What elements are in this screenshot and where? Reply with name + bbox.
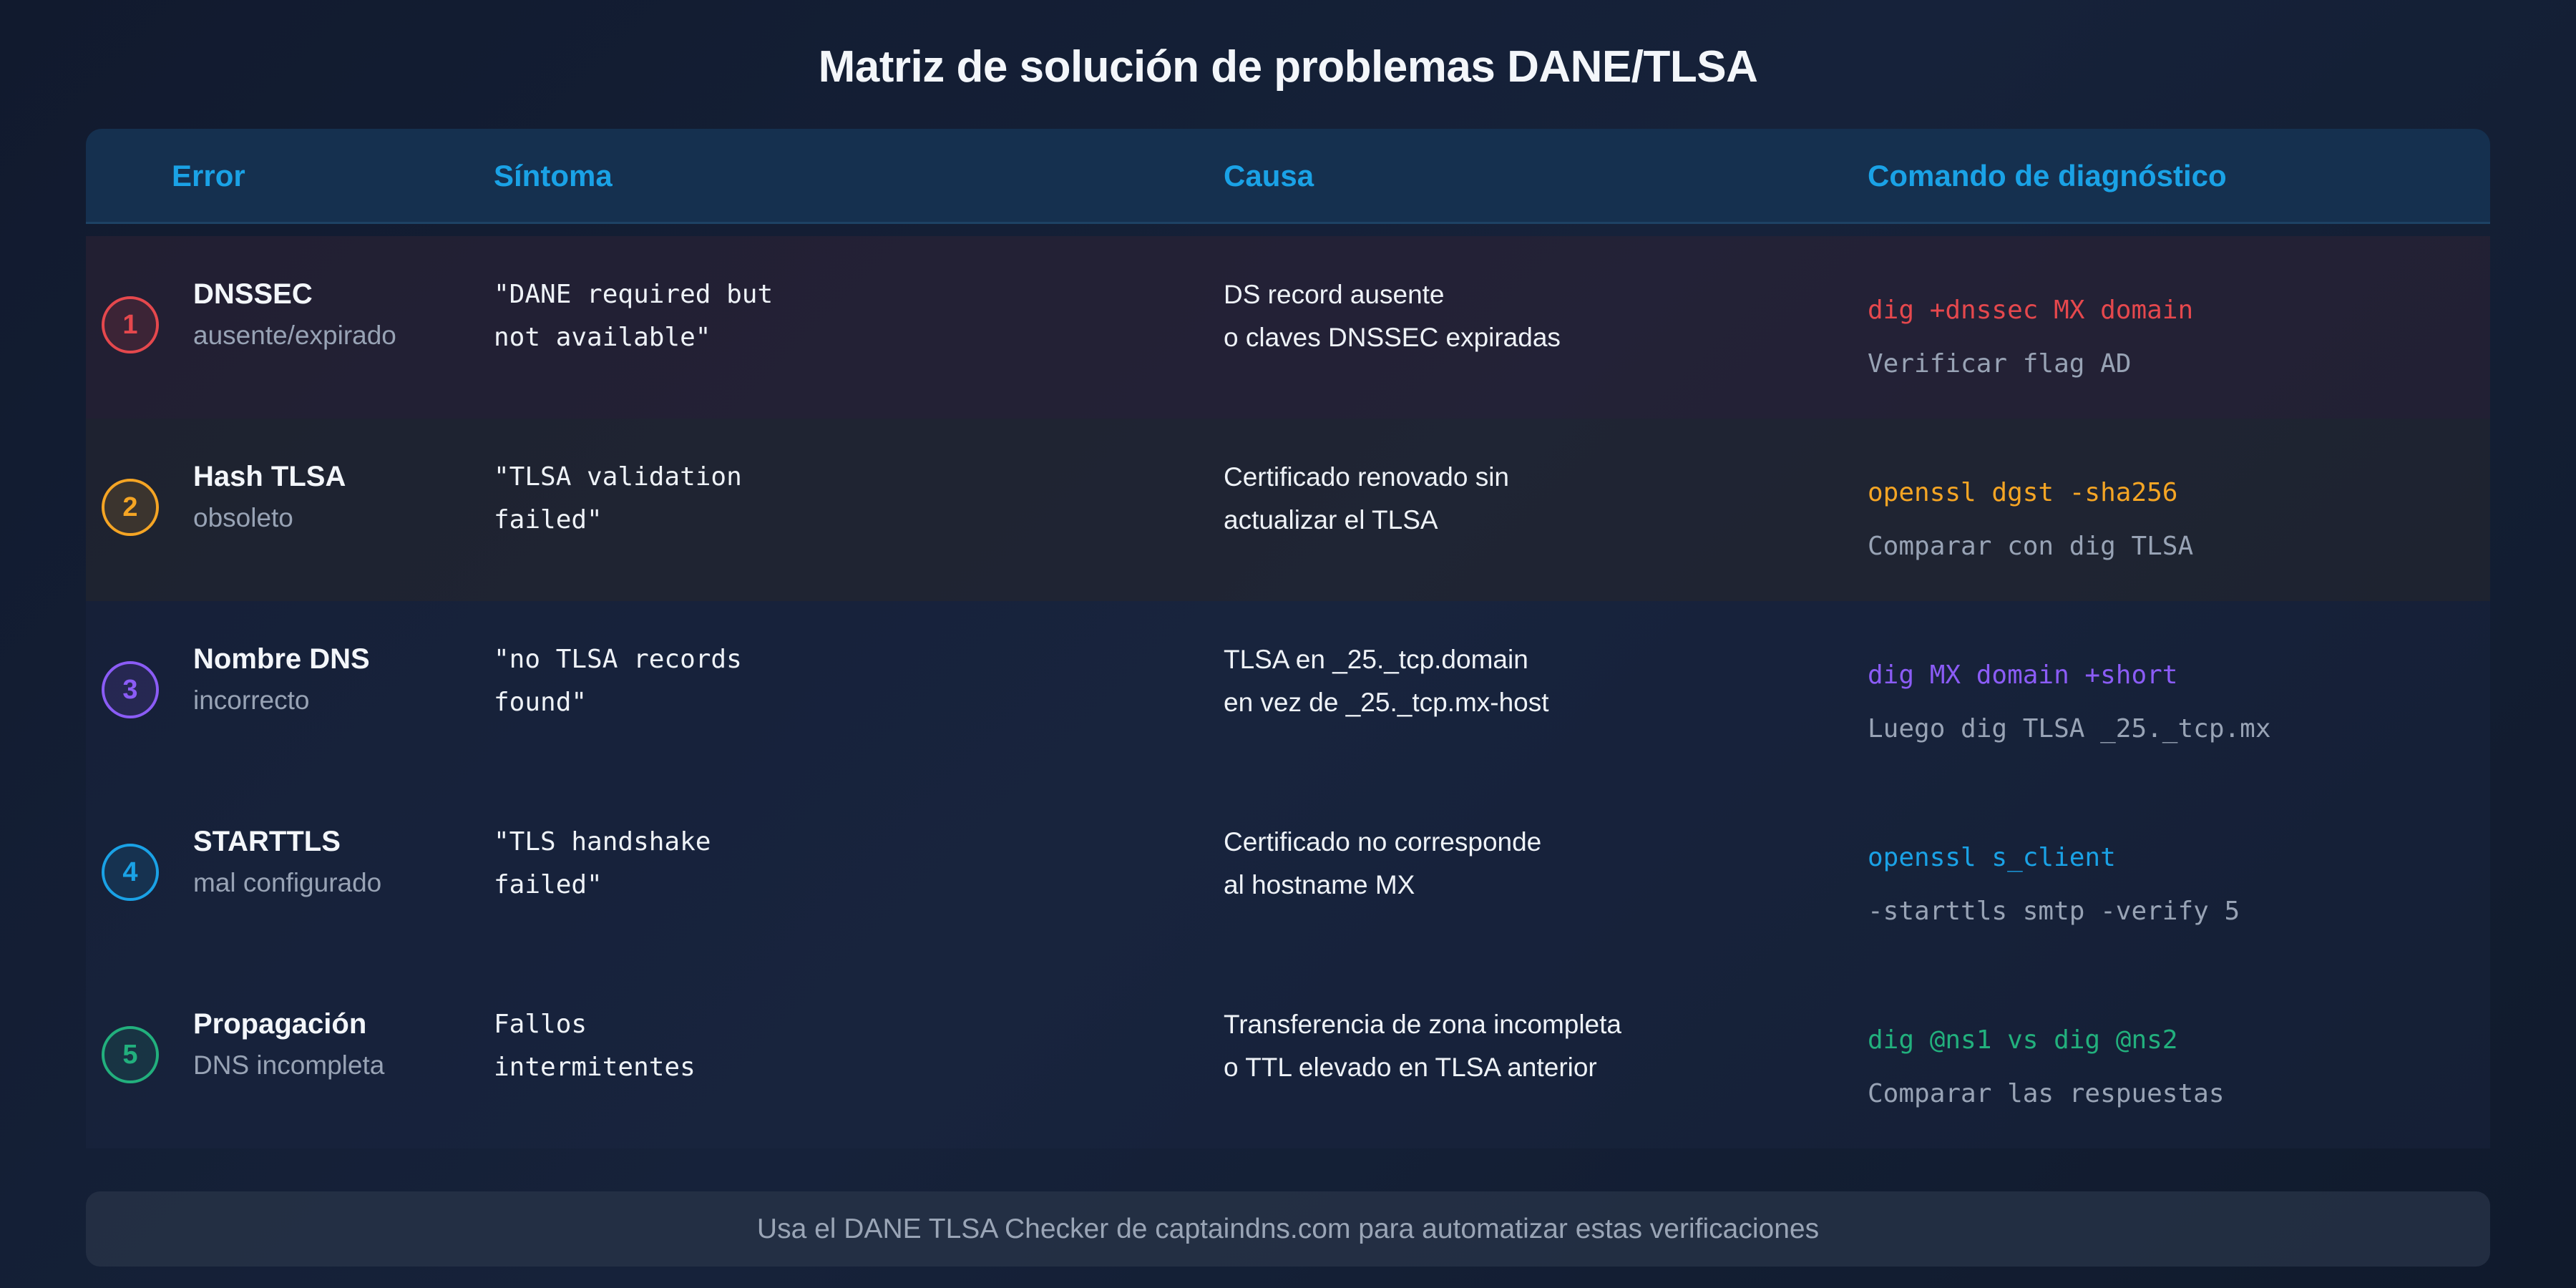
symptom-line: found" [494, 688, 587, 717]
command-note: Luego dig TLSA _25._tcp.mx [1868, 714, 2271, 743]
error-title: DNSSEC [193, 278, 313, 310]
error-subtitle: DNS incompleta [193, 1050, 385, 1080]
row-number-badge: 2 [102, 479, 159, 536]
table-row: 1 DNSSEC ausente/expirado "DANE required… [86, 236, 2490, 419]
command-cell: dig +dnssec MX domain Verificar flag AD [1868, 283, 2193, 391]
troubleshooting-table: Error Síntoma Causa Comando de diagnósti… [86, 129, 2490, 1148]
command-cell: openssl dgst -sha256 Comparar con dig TL… [1868, 466, 2193, 573]
diagnostic-command: dig +dnssec MX domain [1868, 296, 2194, 325]
error-subtitle: incorrecto [193, 686, 310, 715]
table-row: 5 Propagación DNS incompleta Fallos inte… [86, 966, 2490, 1148]
symptom-cell: "DANE required but not available" [494, 273, 773, 359]
command-cell: dig MX domain +short Luego dig TLSA _25.… [1868, 648, 2271, 756]
cause-line: Transferencia de zona incompleta [1224, 1010, 1621, 1039]
command-cell: openssl s_client -starttls smtp -verify … [1868, 831, 2240, 938]
error-cell: Nombre DNS incorrecto [193, 638, 370, 721]
error-subtitle: ausente/expirado [193, 321, 396, 350]
cause-cell: DS record ausente o claves DNSSEC expira… [1224, 273, 1561, 359]
command-note: -starttls smtp -verify 5 [1868, 897, 2240, 926]
diagnostic-command: openssl dgst -sha256 [1868, 478, 2178, 507]
error-cell: DNSSEC ausente/expirado [193, 273, 396, 356]
error-cell: STARTTLS mal configurado [193, 821, 381, 904]
symptom-line: "no TLSA records [494, 645, 742, 674]
command-note: Comparar con dig TLSA [1868, 532, 2194, 561]
command-cell: dig @ns1 vs dig @ns2 Comparar las respue… [1868, 1013, 2225, 1121]
table-row: 3 Nombre DNS incorrecto "no TLSA records… [86, 601, 2490, 784]
cause-line: DS record ausente [1224, 280, 1445, 309]
error-subtitle: mal configurado [193, 868, 382, 897]
symptom-cell: "no TLSA records found" [494, 638, 742, 724]
row-number-badge: 4 [102, 844, 159, 901]
symptom-line: failed" [494, 870, 602, 899]
header-cause: Causa [1224, 159, 1314, 192]
symptom-line: failed" [494, 505, 602, 535]
error-title: Hash TLSA [193, 461, 346, 492]
cause-line: al hostname MX [1224, 870, 1415, 899]
error-cell: Hash TLSA obsoleto [193, 456, 346, 539]
header-error: Error [172, 159, 245, 192]
cause-line: en vez de _25._tcp.mx-host [1224, 688, 1549, 717]
page-title: Matriz de solución de problemas DANE/TLS… [818, 42, 1758, 92]
table-row: 4 STARTTLS mal configurado "TLS handshak… [86, 784, 2490, 966]
cause-line: o claves DNSSEC expiradas [1224, 323, 1561, 352]
symptom-line: not available" [494, 323, 711, 352]
header-command: Comando de diagnóstico [1868, 159, 2227, 192]
table-row: 2 Hash TLSA obsoleto "TLSA validation fa… [86, 419, 2490, 601]
cause-line: TLSA en _25._tcp.domain [1224, 645, 1528, 674]
table-header: Error Síntoma Causa Comando de diagnósti… [86, 129, 2490, 224]
cause-line: o TTL elevado en TLSA anterior [1224, 1053, 1597, 1082]
error-title: STARTTLS [193, 826, 341, 857]
diagnostic-command: openssl s_client [1868, 843, 2116, 872]
cause-cell: Certificado renovado sin actualizar el T… [1224, 456, 1509, 542]
row-number-badge: 3 [102, 661, 159, 718]
cause-line: actualizar el TLSA [1224, 505, 1438, 535]
symptom-cell: "TLS handshake failed" [494, 821, 711, 907]
cause-cell: Certificado no corresponde al hostname M… [1224, 821, 1541, 907]
cause-line: Certificado no corresponde [1224, 827, 1542, 857]
error-cell: Propagación DNS incompleta [193, 1003, 384, 1086]
symptom-line: intermitentes [494, 1053, 696, 1082]
row-number-badge: 1 [102, 296, 159, 353]
symptom-line: Fallos [494, 1010, 587, 1039]
footer-note: Usa el DANE TLSA Checker de captaindns.c… [86, 1191, 2490, 1267]
symptom-line: "DANE required but [494, 280, 774, 309]
command-note: Comparar las respuestas [1868, 1079, 2225, 1108]
command-note: Verificar flag AD [1868, 349, 2132, 379]
symptom-cell: Fallos intermitentes [494, 1003, 696, 1089]
cause-cell: Transferencia de zona incompleta o TTL e… [1224, 1003, 1621, 1089]
symptom-line: "TLS handshake [494, 827, 711, 857]
header-symptom: Síntoma [494, 159, 613, 192]
cause-line: Certificado renovado sin [1224, 462, 1509, 492]
symptom-cell: "TLSA validation failed" [494, 456, 742, 542]
error-subtitle: obsoleto [193, 503, 293, 532]
cause-cell: TLSA en _25._tcp.domain en vez de _25._t… [1224, 638, 1549, 724]
diagnostic-command: dig MX domain +short [1868, 660, 2178, 690]
symptom-line: "TLSA validation [494, 462, 742, 492]
row-number-badge: 5 [102, 1026, 159, 1083]
diagnostic-command: dig @ns1 vs dig @ns2 [1868, 1025, 2178, 1055]
error-title: Nombre DNS [193, 643, 370, 675]
error-title: Propagación [193, 1008, 367, 1040]
